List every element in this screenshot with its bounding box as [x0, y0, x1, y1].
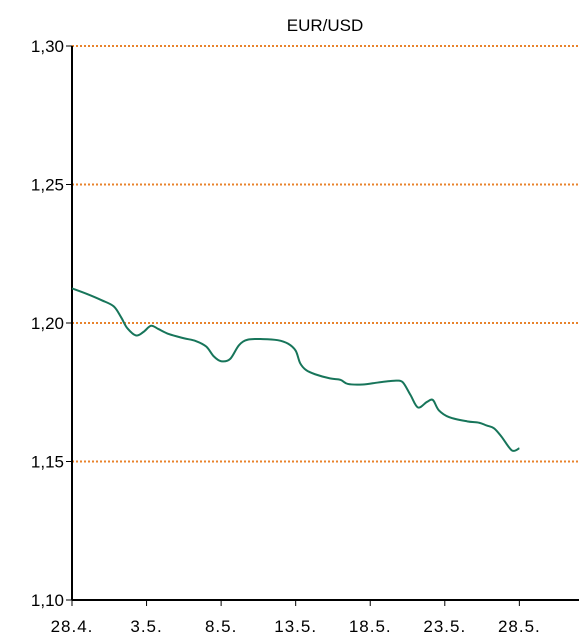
x-tick-label: 18.5. — [349, 617, 392, 636]
y-tick-label: 1,25 — [31, 176, 64, 195]
y-tick-label: 1,10 — [31, 591, 64, 610]
x-tick-label: 28.4. — [51, 617, 94, 636]
x-tick-label: 13.5. — [274, 617, 317, 636]
eur-usd-series-line — [71, 287, 520, 452]
y-tick-label: 1,15 — [31, 453, 64, 472]
x-tick-label: 3.5. — [130, 617, 162, 636]
grid-lines — [72, 45, 579, 463]
y-axis-ticks: 1,30 1,25 1,20 1,15 1,10 — [31, 37, 72, 610]
x-tick-label: 8.5. — [205, 617, 237, 636]
x-axis-ticks: 28.4. 3.5. 8.5. 13.5. 18.5. 23.5. 28.5. — [51, 600, 541, 636]
chart-title: EUR/USD — [287, 16, 364, 35]
x-tick-label: 23.5. — [423, 617, 466, 636]
x-tick-label: 28.5. — [498, 617, 541, 636]
y-tick-label: 1,20 — [31, 314, 64, 333]
y-tick-label: 1,30 — [31, 37, 64, 56]
